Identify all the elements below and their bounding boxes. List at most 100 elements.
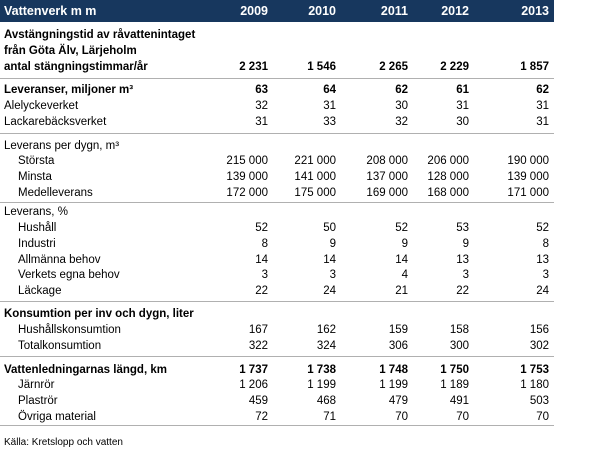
cell: 31 bbox=[255, 116, 268, 128]
cell: 9 bbox=[462, 238, 469, 250]
cell: 30 bbox=[395, 100, 408, 112]
cell: 324 bbox=[316, 340, 336, 352]
header-year: 2010 bbox=[308, 4, 336, 18]
cell: 72 bbox=[255, 411, 268, 423]
cell: 3 bbox=[261, 269, 268, 281]
cell: 300 bbox=[449, 340, 469, 352]
cell: 64 bbox=[323, 84, 336, 96]
cell: 62 bbox=[536, 84, 549, 96]
row-label: Konsumtion per inv och dygn, liter bbox=[4, 308, 194, 320]
cell: 1 546 bbox=[307, 61, 336, 73]
cell: 215 000 bbox=[226, 155, 268, 167]
cell: 24 bbox=[323, 285, 336, 297]
cell: 4 bbox=[401, 269, 408, 281]
row-label: Järnrör bbox=[18, 379, 55, 391]
row-label: Allmänna behov bbox=[18, 254, 101, 266]
cell: 3 bbox=[462, 269, 469, 281]
row-label: Avstängningstid av råvattenintaget bbox=[4, 29, 196, 41]
cell: 141 000 bbox=[294, 171, 336, 183]
row-label: Vattenledningarnas längd, km bbox=[4, 364, 167, 376]
cell: 169 000 bbox=[366, 187, 408, 199]
cell: 206 000 bbox=[427, 155, 469, 167]
cell: 139 000 bbox=[507, 171, 549, 183]
row-label: Plaströr bbox=[18, 395, 58, 407]
cell: 190 000 bbox=[507, 155, 549, 167]
cell: 1 737 bbox=[239, 364, 268, 376]
row-label: Minsta bbox=[18, 171, 52, 183]
cell: 162 bbox=[316, 324, 336, 336]
row-label: Totalkonsumtion bbox=[18, 340, 102, 352]
cell: 1 189 bbox=[440, 379, 469, 391]
cell: 70 bbox=[456, 411, 469, 423]
cell: 1 857 bbox=[520, 61, 549, 73]
cell: 70 bbox=[536, 411, 549, 423]
cell: 9 bbox=[329, 238, 336, 250]
header-year: 2012 bbox=[441, 4, 469, 18]
cell: 1 199 bbox=[379, 379, 408, 391]
cell: 24 bbox=[536, 285, 549, 297]
cell: 2 229 bbox=[440, 61, 469, 73]
cell: 31 bbox=[456, 100, 469, 112]
cell: 221 000 bbox=[294, 155, 336, 167]
cell: 14 bbox=[323, 254, 336, 266]
cell: 61 bbox=[456, 84, 469, 96]
cell: 8 bbox=[261, 238, 268, 250]
cell: 9 bbox=[401, 238, 408, 250]
cell: 1 753 bbox=[520, 364, 549, 376]
row-label: antal stängningstimmar/år bbox=[4, 61, 148, 73]
cell: 70 bbox=[395, 411, 408, 423]
separator bbox=[0, 202, 554, 203]
separator bbox=[0, 301, 554, 302]
cell: 14 bbox=[395, 254, 408, 266]
cell: 62 bbox=[395, 84, 408, 96]
separator bbox=[0, 425, 554, 426]
cell: 14 bbox=[255, 254, 268, 266]
cell: 2 265 bbox=[379, 61, 408, 73]
cell: 171 000 bbox=[507, 187, 549, 199]
row-label: Övriga material bbox=[18, 411, 96, 423]
cell: 32 bbox=[255, 100, 268, 112]
row-label: Leverans per dygn, m³ bbox=[4, 140, 120, 152]
cell: 71 bbox=[323, 411, 336, 423]
cell: 491 bbox=[449, 395, 469, 407]
cell: 31 bbox=[323, 100, 336, 112]
cell: 1 748 bbox=[379, 364, 408, 376]
cell: 13 bbox=[536, 254, 549, 266]
row-label: Alelyckeverket bbox=[4, 100, 79, 112]
cell: 21 bbox=[395, 285, 408, 297]
cell: 52 bbox=[255, 222, 268, 234]
header-year: 2013 bbox=[521, 4, 549, 18]
row-label: Leverans, % bbox=[4, 206, 68, 218]
header-bar bbox=[0, 0, 554, 22]
cell: 159 bbox=[388, 324, 408, 336]
cell: 63 bbox=[255, 84, 268, 96]
header-year: 2011 bbox=[380, 4, 408, 18]
source: Källa: Kretslopp och vatten bbox=[4, 437, 123, 448]
cell: 1 738 bbox=[307, 364, 336, 376]
cell: 137 000 bbox=[366, 171, 408, 183]
cell: 128 000 bbox=[427, 171, 469, 183]
cell: 468 bbox=[316, 395, 336, 407]
separator bbox=[0, 133, 554, 134]
cell: 306 bbox=[388, 340, 408, 352]
row-label: Industri bbox=[18, 238, 56, 250]
cell: 479 bbox=[388, 395, 408, 407]
cell: 1 199 bbox=[307, 379, 336, 391]
header-year: 2009 bbox=[240, 4, 268, 18]
cell: 168 000 bbox=[427, 187, 469, 199]
cell: 1 750 bbox=[440, 364, 469, 376]
cell: 139 000 bbox=[226, 171, 268, 183]
cell: 50 bbox=[323, 222, 336, 234]
separator bbox=[0, 356, 554, 357]
row-label: Medelleverans bbox=[18, 187, 93, 199]
cell: 32 bbox=[395, 116, 408, 128]
cell: 22 bbox=[456, 285, 469, 297]
row-label: Hushållskonsumtion bbox=[18, 324, 121, 336]
cell: 13 bbox=[456, 254, 469, 266]
separator bbox=[0, 78, 554, 79]
cell: 156 bbox=[529, 324, 549, 336]
cell: 52 bbox=[536, 222, 549, 234]
row-label: Hushåll bbox=[18, 222, 57, 234]
cell: 22 bbox=[255, 285, 268, 297]
